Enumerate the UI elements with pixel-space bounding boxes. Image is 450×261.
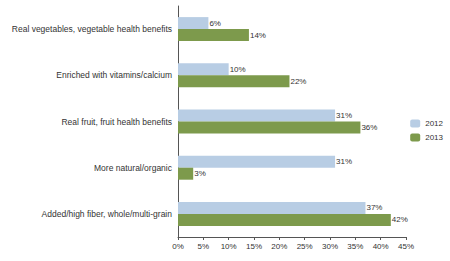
svg-text:Real fruit, fruit health benef: Real fruit, fruit health benefits xyxy=(61,117,172,127)
svg-text:More natural/organic: More natural/organic xyxy=(94,163,173,173)
svg-text:Enriched with vitamins/calcium: Enriched with vitamins/calcium xyxy=(56,70,172,80)
svg-text:42%: 42% xyxy=(392,215,408,224)
svg-text:Real vegetables, vegetable hea: Real vegetables, vegetable health benefi… xyxy=(12,24,172,34)
svg-text:40%: 40% xyxy=(373,242,389,251)
svg-text:5%: 5% xyxy=(198,242,210,251)
svg-text:10%: 10% xyxy=(221,242,237,251)
svg-text:45%: 45% xyxy=(398,242,414,251)
svg-text:30%: 30% xyxy=(322,242,338,251)
svg-text:6%: 6% xyxy=(209,19,221,28)
svg-text:2013: 2013 xyxy=(425,133,443,142)
svg-text:14%: 14% xyxy=(250,31,266,40)
svg-text:22%: 22% xyxy=(290,77,306,86)
svg-text:36%: 36% xyxy=(361,123,377,132)
svg-text:10%: 10% xyxy=(230,65,246,74)
svg-text:31%: 31% xyxy=(336,111,352,120)
svg-text:0%: 0% xyxy=(172,242,184,251)
svg-text:Added/high fiber, whole/multi-: Added/high fiber, whole/multi-grain xyxy=(42,209,173,219)
svg-text:3%: 3% xyxy=(194,169,206,178)
svg-text:25%: 25% xyxy=(297,242,313,251)
svg-text:37%: 37% xyxy=(366,203,382,212)
svg-text:35%: 35% xyxy=(347,242,363,251)
svg-text:15%: 15% xyxy=(246,242,262,251)
svg-text:31%: 31% xyxy=(336,157,352,166)
svg-text:2012: 2012 xyxy=(425,119,443,128)
svg-text:20%: 20% xyxy=(271,242,287,251)
